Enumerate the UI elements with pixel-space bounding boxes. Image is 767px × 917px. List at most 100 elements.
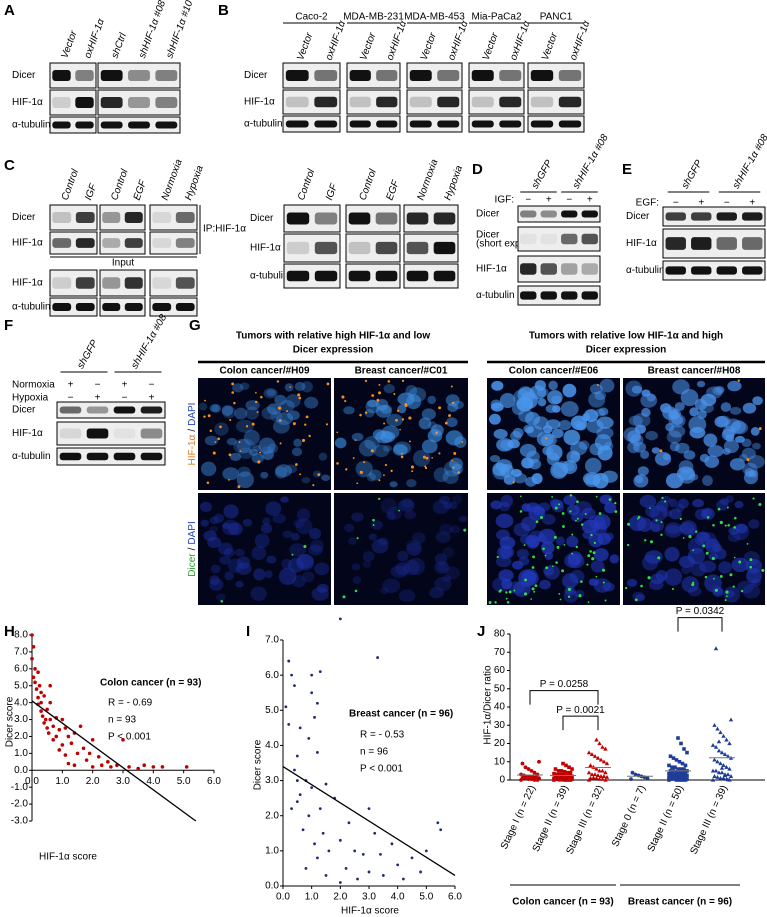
y-tick-label: 1.0: [265, 845, 279, 856]
nucleus: [702, 475, 713, 486]
nucleus: [641, 389, 651, 397]
nucleus: [397, 550, 409, 562]
blot-band: [348, 212, 371, 225]
point: [520, 761, 525, 766]
point: [679, 741, 683, 746]
nucleus: [221, 405, 234, 416]
nucleus: [304, 396, 319, 409]
signal-dot: [519, 495, 522, 498]
nucleus: [574, 589, 585, 598]
nucleus: [321, 474, 331, 481]
y-tick-label: 50: [494, 683, 506, 694]
point: [588, 763, 593, 767]
point: [670, 771, 674, 776]
lane-label: Control: [296, 167, 318, 202]
signal-dot: [305, 415, 309, 419]
nucleus: [567, 551, 583, 566]
signal-dot: [279, 442, 282, 445]
signal-dot: [370, 449, 374, 453]
nucleus: [397, 499, 415, 512]
blot-band: [530, 120, 554, 128]
point: [96, 754, 101, 759]
blot-band: [742, 212, 763, 221]
signal-dot: [661, 496, 664, 500]
point: [565, 775, 570, 780]
point: [313, 842, 316, 846]
nucleus: [704, 455, 720, 468]
signal-dot: [647, 576, 651, 580]
nucleus: [233, 438, 251, 454]
signal-dot: [278, 419, 282, 422]
blot-band: [530, 96, 554, 108]
sample-label: Breast cancer/#C01: [355, 366, 448, 377]
signal-dot: [713, 577, 715, 580]
row-label: α-tubulin: [12, 451, 51, 462]
point: [353, 849, 357, 853]
lane-label: Hypoxia: [442, 164, 465, 202]
signal-dot: [553, 535, 557, 539]
nucleus: [309, 527, 322, 540]
signal-dot: [749, 558, 753, 562]
signal-dot: [276, 380, 280, 383]
signal-dot: [752, 497, 755, 500]
group-header: Tumors with relative high HIF-1α and low: [236, 331, 431, 342]
nucleus: [645, 430, 658, 441]
row-label: α-tubulin: [476, 290, 515, 301]
signal-dot: [598, 512, 602, 515]
nucleus: [499, 546, 513, 558]
nucleus: [234, 548, 245, 557]
blot-frame: [527, 115, 585, 133]
nucleus: [397, 404, 407, 414]
nucleus: [581, 507, 596, 520]
blot-band: [471, 70, 494, 81]
row-label: HIF-1α: [12, 278, 43, 289]
blot-frame: [282, 115, 341, 133]
blot-band: [152, 277, 172, 289]
treatment-label: EGF:: [636, 198, 659, 209]
nucleus: [289, 543, 306, 557]
point: [313, 715, 316, 719]
row-label: α-tubulin: [12, 120, 51, 131]
point: [51, 724, 56, 729]
signal-dot: [345, 468, 348, 471]
signal-dot: [496, 555, 499, 559]
nucleus: [489, 455, 501, 463]
x-tick-label: 4.0: [391, 892, 405, 903]
nucleus: [741, 438, 752, 448]
point: [555, 772, 559, 777]
nucleus: [752, 442, 761, 450]
point: [316, 701, 319, 705]
nucleus: [598, 407, 609, 416]
nucleus: [308, 544, 323, 556]
nucleus: [222, 467, 239, 481]
point: [685, 750, 689, 755]
nucleus: [264, 570, 273, 579]
blot-band: [520, 210, 537, 218]
nucleus: [725, 495, 735, 503]
signal-dot: [354, 589, 358, 593]
signal-dot: [342, 595, 346, 599]
point: [570, 767, 574, 771]
nucleus: [293, 438, 302, 447]
signal-dot: [376, 398, 380, 402]
point: [373, 831, 377, 835]
nucleus: [544, 551, 554, 560]
signal-dot: [592, 551, 596, 555]
signal-dot: [729, 573, 733, 577]
point: [670, 765, 674, 770]
point: [66, 761, 71, 766]
signal-dot: [378, 497, 381, 501]
nucleus: [222, 522, 231, 530]
nucleus: [730, 406, 742, 415]
nucleus: [574, 420, 584, 428]
point: [81, 746, 86, 751]
signal-dot: [738, 560, 742, 564]
nucleus: [632, 591, 645, 602]
group-label: Breast cancer (n = 96): [628, 897, 732, 908]
signal-dot: [451, 459, 454, 462]
nucleus: [490, 399, 502, 409]
nucleus: [526, 502, 540, 513]
signal-dot: [435, 431, 438, 435]
row-label: HIF-1α: [12, 238, 43, 249]
signal-dot: [534, 584, 538, 588]
